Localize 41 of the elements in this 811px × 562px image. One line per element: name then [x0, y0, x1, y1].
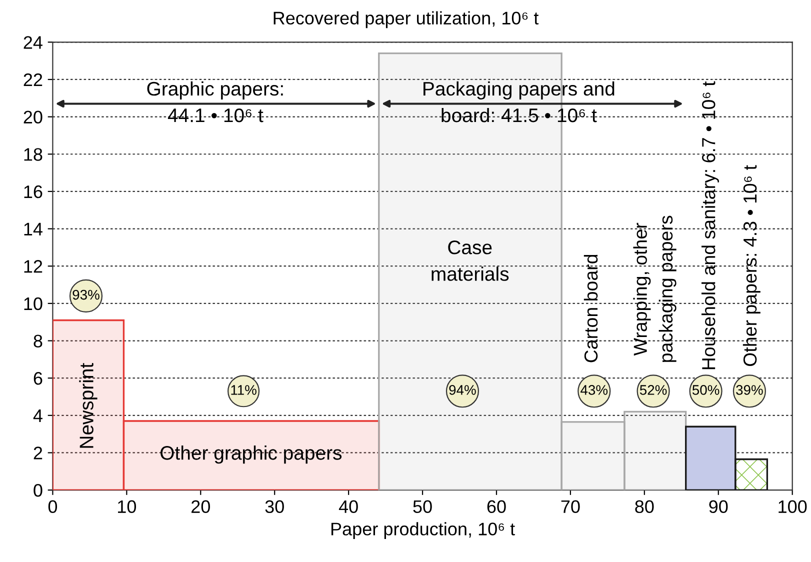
y-tick-label: 2: [34, 446, 42, 460]
annotation: 43%: [580, 385, 608, 395]
y-tick-label: 22: [24, 73, 42, 86]
annotation: Wrapping, other packaging papers: [633, 216, 676, 362]
x-tick-label: 30: [265, 500, 284, 514]
annotation: Packaging papers and board: 41.5 • 10⁶ t: [424, 81, 614, 122]
annotation: 50%: [692, 385, 720, 395]
y-axis-title: Recovered paper utilization, 10⁶ t: [274, 11, 539, 28]
x-tick-label: 90: [709, 500, 728, 514]
y-tick-label: 6: [34, 372, 42, 385]
annotation: 11%: [231, 385, 256, 395]
x-tick-label: 100: [778, 500, 807, 514]
annotation: 94%: [449, 385, 476, 395]
y-tick-label: 24: [24, 36, 42, 49]
y-tick-label: 18: [24, 148, 42, 161]
annotation: Other graphic papers: [160, 446, 342, 464]
y-tick-label: 16: [24, 185, 42, 198]
annotation: Other papers: 4.3 • 10⁶ t: [742, 165, 760, 366]
x-tick-label: 50: [413, 500, 432, 514]
y-tick-label: 10: [24, 297, 42, 310]
y-tick-label: 4: [33, 410, 42, 422]
x-axis-title: Paper production, 10⁶ t: [331, 522, 515, 540]
x-tick-label: 0: [48, 500, 58, 514]
annotation: 93%: [72, 290, 100, 300]
y-tick-label: 8: [34, 334, 42, 348]
y-tick-label: 20: [24, 110, 42, 124]
y-tick-label: 0: [34, 484, 42, 497]
annotation: Case materials: [432, 240, 509, 281]
annotation: Carton board: [584, 254, 598, 362]
y-tick-label: 14: [24, 222, 42, 236]
x-tick-label: 10: [118, 500, 136, 514]
x-tick-label: 80: [635, 500, 654, 514]
y-tick-label: 12: [24, 260, 42, 273]
x-tick-label: 60: [487, 500, 506, 514]
x-tick-label: 70: [561, 500, 580, 514]
annotation: Household and sanitary: 6.7 • 10⁶ t: [702, 81, 719, 370]
annotation: Newsprint: [79, 363, 98, 448]
annotation: 52%: [640, 385, 667, 395]
x-tick-label: 40: [338, 500, 358, 514]
annotation: 39%: [736, 385, 763, 395]
x-tick-label: 20: [192, 500, 210, 514]
